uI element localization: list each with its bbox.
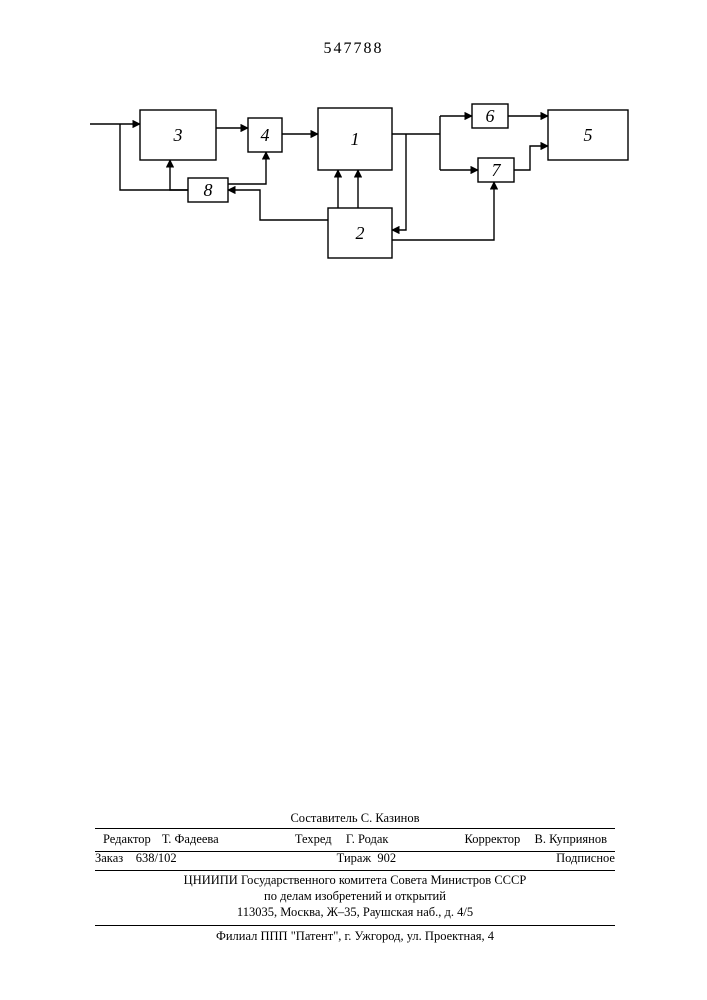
block-label-3: 3 [173,125,183,145]
order: Заказ 638/102 [95,850,177,868]
block-label-5: 5 [584,125,593,145]
block-label-1: 1 [351,129,360,149]
footer-address: 113035, Москва, Ж–35, Раушская наб., д. … [95,904,615,926]
techred-label: Техред Г. Родак [287,831,397,849]
footer-credits-row: Редактор Т. Фадеева Техред Г. Родак Корр… [95,828,615,852]
subscription: Подписное [556,850,615,868]
block-label-6: 6 [486,106,495,126]
document-number: 547788 [0,40,707,58]
block-label-8: 8 [204,180,213,200]
footer-order-row: Заказ 638/102 Тираж 902 Подписное [95,850,615,871]
tirage: Тираж 902 [337,850,396,868]
block-label-2: 2 [356,223,365,243]
footer-org1: ЦНИИПИ Государственного комитета Совета … [95,872,615,890]
corrector-label: Корректор В. Куприянов [457,831,615,849]
footer-compiler: Составитель С. Казинов [95,810,615,828]
footer-branch: Филиал ППП "Патент", г. Ужгород, ул. Про… [95,928,615,946]
editor-label: Редактор Т. Фадеева [95,831,227,849]
page: 547788 1 2 3 4 5 6 7 8 Составитель С. Казинов Р… [0,0,707,1000]
footer-org2: по делам изобретений и открытий [95,888,615,906]
block-label-7: 7 [492,160,502,180]
block-label-4: 4 [261,125,270,145]
block-diagram: 1 2 3 4 5 6 7 8 [80,90,640,290]
